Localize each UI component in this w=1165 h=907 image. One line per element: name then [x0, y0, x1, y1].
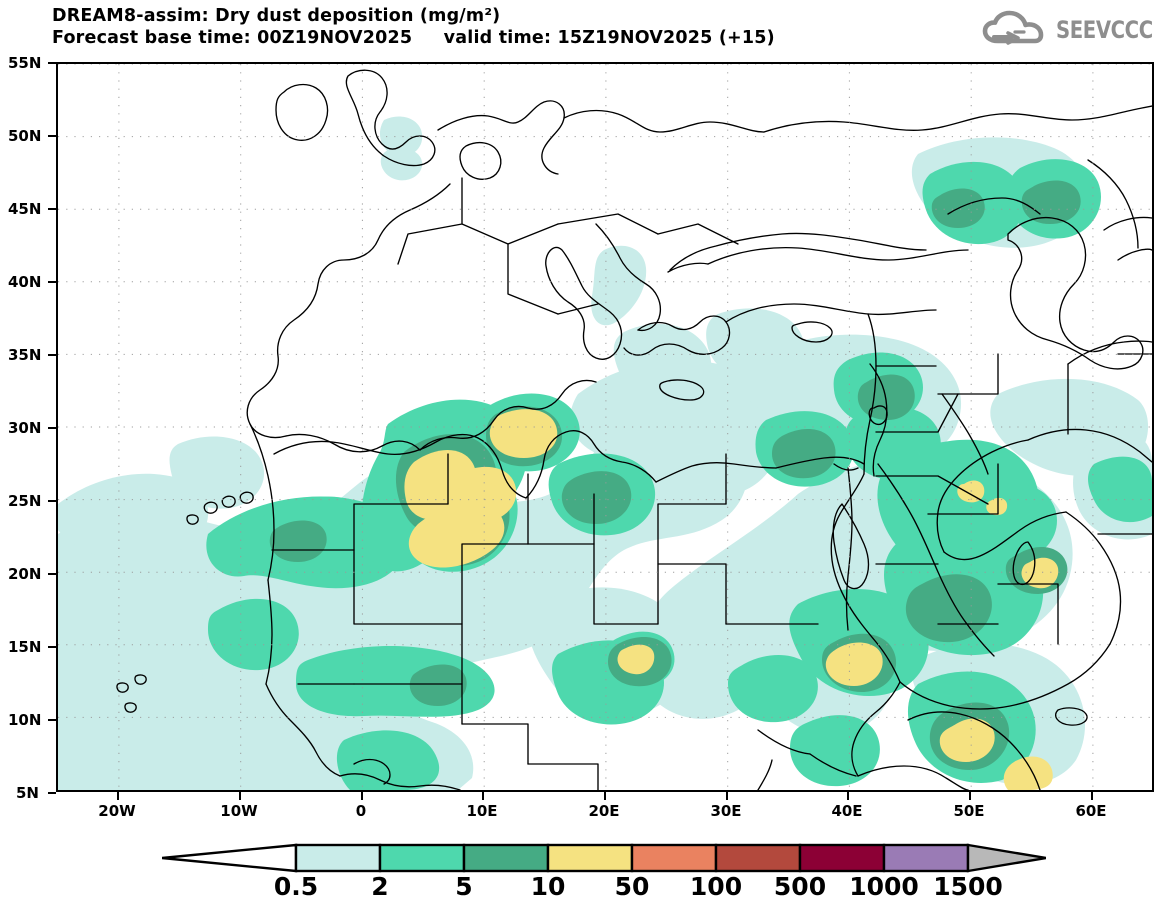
colorbar-band-over-1500	[966, 843, 1046, 873]
y-axis-label-50n: 50N	[8, 127, 42, 145]
colorbar-band-5-10	[462, 843, 550, 873]
x-axis-label-10w: 10W	[220, 802, 258, 820]
colorbar-band-500-1000	[798, 843, 886, 873]
x-axis-label-40e: 40E	[831, 802, 863, 820]
y-axis-label-45n: 45N	[8, 200, 42, 218]
x-tick	[117, 792, 119, 800]
colorbar-label-1000: 1000	[849, 872, 919, 901]
y-axis-label-10n: 10N	[8, 711, 42, 729]
y-tick	[48, 646, 56, 648]
colorbar-band-under-0p5	[162, 843, 298, 873]
y-axis-label-55n: 55N	[8, 54, 42, 72]
y-axis-label-25n: 25N	[8, 492, 42, 510]
x-axis-label-10e: 10E	[466, 802, 498, 820]
y-axis-label-30n: 30N	[8, 419, 42, 437]
y-tick	[48, 792, 56, 794]
x-tick	[726, 792, 728, 800]
colorbar-label-1500: 1500	[933, 872, 1003, 901]
logo-text: SEEVCCC	[1056, 16, 1153, 44]
x-tick	[239, 792, 241, 800]
colorbar-label-10: 10	[530, 872, 566, 901]
forecast-time-subtitle: Forecast base time: 00Z19NOV2025 valid t…	[52, 28, 775, 48]
map-plot-area	[56, 62, 1154, 792]
y-tick	[48, 354, 56, 356]
y-tick	[48, 427, 56, 429]
dust-deposition-map	[58, 64, 1152, 790]
colorbar	[162, 843, 1046, 873]
y-axis-label-40n: 40N	[8, 273, 42, 291]
colorbar-label-50: 50	[614, 872, 650, 901]
chart-header: DREAM8-assim: Dry dust deposition (mg/m²…	[0, 0, 1165, 58]
x-axis-label-50e: 50E	[953, 802, 985, 820]
x-tick	[969, 792, 971, 800]
seevccc-logo: SEEVCCC	[982, 10, 1157, 50]
colorbar-label-100: 100	[689, 872, 743, 901]
colorbar-band-0p5-2	[294, 843, 382, 873]
x-axis-label-20w: 20W	[98, 802, 136, 820]
colorbar-label-2: 2	[371, 872, 389, 901]
dust-band-10-50	[404, 409, 1059, 790]
page-title: DREAM8-assim: Dry dust deposition (mg/m²…	[52, 6, 501, 26]
y-tick	[48, 62, 56, 64]
colorbar-band-2-5	[378, 843, 466, 873]
x-tick	[1091, 792, 1093, 800]
colorbar-band-50-100	[630, 843, 718, 873]
colorbar-band-1000-1500	[882, 843, 970, 873]
colorbar-label-500: 500	[773, 872, 827, 901]
y-axis-label-5n: 5N	[16, 784, 39, 802]
x-axis-label-30e: 30E	[710, 802, 742, 820]
x-tick	[482, 792, 484, 800]
y-axis-label-15n: 15N	[8, 638, 42, 656]
y-axis-label-20n: 20N	[8, 565, 42, 583]
y-axis-label-35n: 35N	[8, 346, 42, 364]
colorbar-band-10-50	[546, 843, 634, 873]
colorbar-label-5: 5	[455, 872, 473, 901]
colorbar-swatches	[162, 843, 1046, 873]
x-axis-label-0: 0	[355, 802, 367, 820]
colorbar-band-100-500	[714, 843, 802, 873]
y-tick	[48, 500, 56, 502]
y-tick	[48, 573, 56, 575]
y-tick	[48, 135, 56, 137]
y-tick	[48, 719, 56, 721]
x-tick	[604, 792, 606, 800]
x-axis-label-60e: 60E	[1075, 802, 1107, 820]
cloud-wind-icon	[982, 10, 1044, 45]
y-tick	[48, 208, 56, 210]
x-tick	[847, 792, 849, 800]
x-axis-label-20e: 20E	[588, 802, 620, 820]
x-tick	[361, 792, 363, 800]
colorbar-label-0p5: 0.5	[273, 872, 319, 901]
y-tick	[48, 281, 56, 283]
